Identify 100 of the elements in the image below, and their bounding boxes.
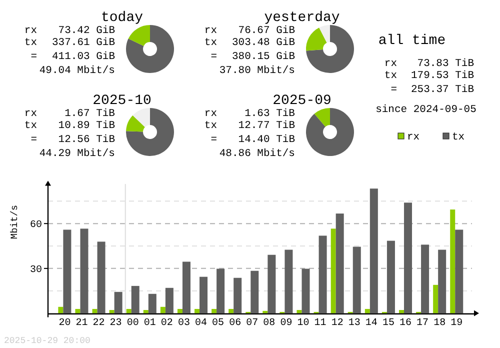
bar	[386, 240, 395, 314]
x-tick-label: 16	[399, 318, 412, 329]
text: =	[30, 51, 37, 63]
text: rx	[24, 108, 37, 120]
text: =	[30, 134, 37, 146]
text: rx	[204, 25, 217, 37]
text: since 2024-09-05	[376, 104, 476, 116]
x-tick-label: 04	[195, 318, 208, 329]
text: 49.04 Mbit/s	[39, 65, 115, 77]
bar	[212, 308, 217, 314]
bar	[268, 254, 276, 314]
x-tick-label: 13	[348, 318, 360, 329]
bar	[216, 268, 225, 314]
donut-slice	[128, 25, 150, 46]
x-tick-label: 23	[110, 318, 122, 329]
bar	[58, 306, 64, 314]
text: 411.03 GiB	[52, 51, 115, 63]
x-tick-label: 20	[58, 318, 71, 329]
x-tick-label: 11	[314, 318, 326, 329]
bar	[455, 230, 464, 314]
donut-slice	[126, 115, 145, 132]
bar	[284, 250, 293, 314]
bar	[143, 310, 148, 314]
x-tick-label: 00	[126, 318, 139, 329]
bar	[250, 270, 259, 314]
x-tick-label: 21	[76, 318, 88, 329]
bar	[364, 308, 370, 314]
text: 337.61 GiB	[52, 37, 115, 49]
text: 12.77 TiB	[238, 120, 295, 132]
bar	[92, 308, 98, 314]
text: tx	[204, 120, 217, 132]
bar	[177, 308, 182, 314]
text: tx	[204, 37, 217, 49]
chart-title: yesterday	[264, 10, 340, 26]
bar	[330, 228, 336, 314]
bar	[165, 288, 174, 314]
bar	[421, 244, 430, 314]
x-tick-label: 19	[450, 318, 463, 329]
x-tick-label: 05	[212, 318, 224, 329]
text: 303.48 GiB	[232, 37, 295, 49]
y-tick-label: 30	[30, 264, 42, 276]
text: 179.53 TiB	[410, 70, 474, 82]
bar	[109, 310, 114, 314]
bar	[352, 246, 361, 314]
chart-title: today	[100, 10, 144, 26]
x-tick-label: 02	[160, 318, 173, 329]
text: all time	[378, 33, 446, 49]
x-tick-label: 14	[365, 318, 378, 329]
text: =	[210, 134, 217, 146]
text: 44.29 Mbit/s	[39, 148, 115, 160]
text: 37.80 Mbit/s	[219, 65, 295, 77]
text: =	[390, 84, 397, 96]
bar	[450, 210, 456, 314]
donut-slice	[132, 108, 150, 128]
x-tick-label: 08	[263, 318, 276, 329]
x-tick-label: 10	[297, 318, 310, 329]
donut-slice	[306, 25, 354, 73]
donut-slice	[126, 25, 174, 73]
chart-title: 2025-09	[272, 93, 332, 109]
text: 1.67 TiB	[64, 108, 115, 120]
bar	[336, 214, 344, 314]
text: 73.42 GiB	[58, 25, 115, 37]
chart-title: 2025-10	[92, 93, 152, 109]
x-tick-label: 22	[92, 318, 105, 329]
text: 73.83 TiB	[417, 58, 474, 70]
donut-slice	[314, 108, 330, 127]
text: 48.86 Mbit/s	[219, 148, 295, 160]
bar	[404, 202, 412, 314]
bar	[80, 228, 88, 314]
text: rx	[384, 58, 397, 70]
bar	[160, 306, 166, 314]
legend-label: tx	[452, 132, 465, 144]
donut-slice	[306, 28, 327, 51]
text: tx	[24, 120, 37, 132]
x-tick-label: 03	[178, 318, 190, 329]
bar	[302, 268, 310, 314]
x-tick-label: 12	[331, 318, 344, 329]
bar	[148, 294, 156, 314]
text: 380.15 GiB	[232, 51, 295, 63]
y-tick-label: 60	[30, 220, 42, 232]
x-tick-label: 17	[416, 318, 429, 329]
text: rx	[204, 108, 217, 120]
donut-slice	[306, 108, 354, 156]
bar	[182, 262, 190, 314]
text: 14.40 TiB	[238, 134, 295, 146]
bar	[399, 310, 404, 314]
x-tick-label: 06	[229, 318, 242, 329]
x-tick-label: 09	[280, 318, 292, 329]
bar	[262, 310, 268, 314]
bar	[97, 242, 106, 314]
y-axis-title: Mbit/s	[9, 204, 20, 240]
x-tick-label: 07	[246, 318, 258, 329]
bar	[194, 308, 200, 314]
bar	[114, 292, 122, 314]
text: 12.56 TiB	[58, 134, 115, 146]
x-tick-label: 18	[434, 318, 446, 329]
x-tick-label: 15	[382, 318, 394, 329]
bar	[131, 286, 140, 314]
bar	[370, 188, 378, 314]
text: 10.89 TiB	[58, 120, 115, 132]
